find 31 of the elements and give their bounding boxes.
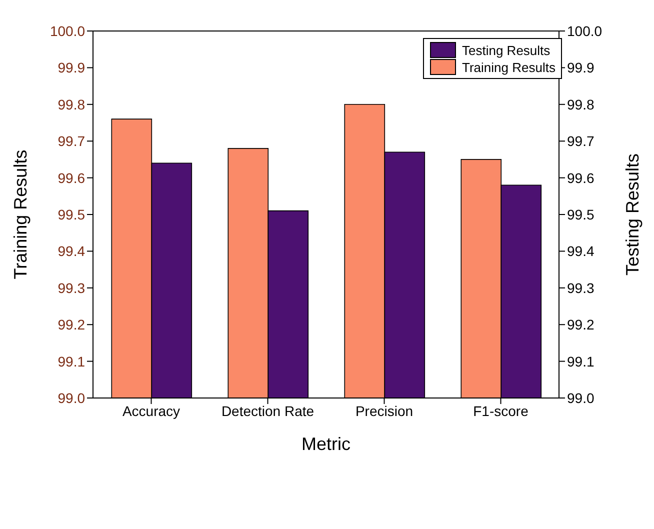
y2-tick-label: 99.2 bbox=[567, 316, 594, 333]
y2-tick-label: 99.3 bbox=[567, 280, 594, 296]
y-tick-label: 99.0 bbox=[58, 390, 86, 406]
x-tick-label: Precision bbox=[355, 402, 414, 419]
y-tick-label: 99.6 bbox=[58, 170, 86, 186]
x-tick-label: Detection Rate bbox=[221, 402, 314, 419]
y-tick-label: 99.5 bbox=[58, 206, 86, 222]
y-axis-title: Training Results bbox=[10, 150, 30, 280]
y2-tick-label: 99.9 bbox=[567, 60, 594, 76]
y2-tick-label: 99.5 bbox=[567, 206, 594, 222]
y2-tick-label: 99.7 bbox=[567, 133, 594, 150]
y-tick-label: 99.4 bbox=[58, 243, 86, 260]
y-tick-label: 99.8 bbox=[58, 96, 86, 112]
y-tick-label: 99.7 bbox=[58, 133, 86, 150]
legend-label: Training Results bbox=[462, 60, 556, 74]
y2-tick-label: 99.4 bbox=[567, 243, 594, 260]
legend-label: Testing Results bbox=[462, 42, 550, 58]
x-axis-title: Metric bbox=[302, 434, 350, 454]
y-tick-label: 99.9 bbox=[58, 60, 86, 76]
y2-tick-label: 99.1 bbox=[567, 353, 594, 370]
y-tick-label: 99.2 bbox=[58, 316, 86, 333]
x-tick-label: F1-score bbox=[473, 402, 529, 419]
y2-tick-label: 99.6 bbox=[567, 170, 594, 186]
y2-tick-label: 100.0 bbox=[567, 22, 602, 39]
y2-tick-label: 99.8 bbox=[567, 96, 594, 112]
y-tick-label: 99.1 bbox=[58, 353, 86, 370]
x-tick-label: Accuracy bbox=[122, 402, 180, 419]
y-tick-label: 100.0 bbox=[50, 22, 86, 39]
y2-tick-label: 99.0 bbox=[567, 390, 594, 406]
y2-axis-title: Testing Results bbox=[622, 153, 642, 276]
y-tick-label: 99.3 bbox=[58, 280, 86, 296]
